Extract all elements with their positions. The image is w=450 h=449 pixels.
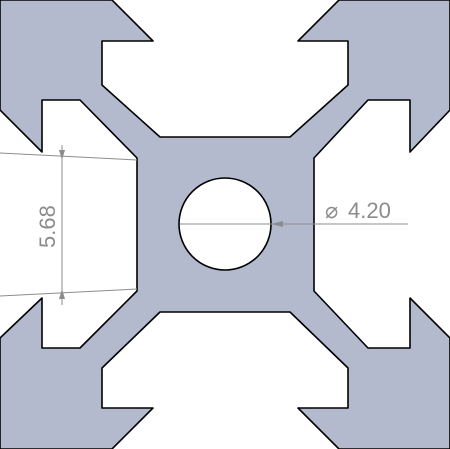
diameter-dimension-text: 4.20 [348, 198, 391, 223]
arrow-bottom [59, 289, 65, 299]
diameter-arrow [271, 221, 283, 227]
arrow-top [59, 150, 65, 160]
diameter-symbol: ⌀ [325, 198, 338, 223]
height-dimension: 5.68 [0, 145, 138, 305]
extension-line-bottom [0, 288, 138, 297]
extension-line-top [0, 152, 138, 161]
height-dimension-text: 5.68 [35, 205, 60, 248]
diameter-dimension: ⌀ 4.20 [180, 198, 408, 227]
